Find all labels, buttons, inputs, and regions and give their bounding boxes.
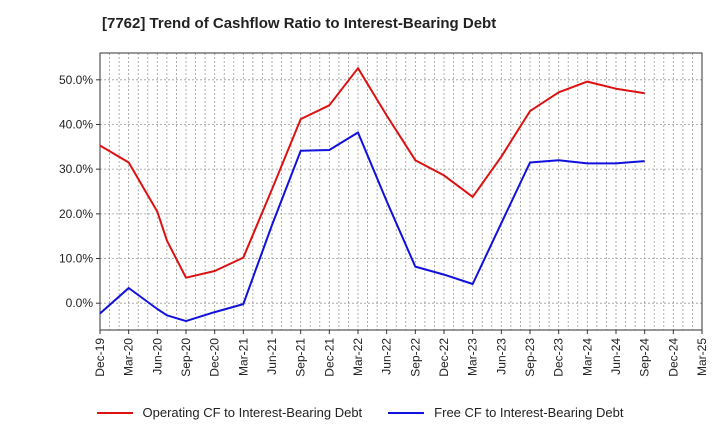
series-layer: [99, 67, 645, 323]
series-line-free-cf: [99, 131, 645, 323]
legend-label-free-cf: Free CF to Interest-Bearing Debt: [434, 405, 624, 420]
x-tick-label: Dec-22: [437, 338, 451, 377]
y-tick-label: 0.0%: [66, 296, 94, 310]
grid-layer: [99, 53, 703, 330]
x-tick-label: Jun-23: [494, 338, 508, 375]
legend-item-free-cf: Free CF to Interest-Bearing Debt: [388, 405, 623, 420]
plot-frame: [99, 52, 703, 331]
x-tick-label: Sep-22: [408, 338, 422, 377]
x-tick-label: Sep-20: [179, 338, 193, 377]
y-tick-label: 10.0%: [59, 252, 93, 266]
x-tick-label: Sep-23: [523, 338, 537, 377]
x-tick-label: Dec-21: [322, 338, 336, 377]
legend-item-operating-cf: Operating CF to Interest-Bearing Debt: [96, 405, 363, 420]
legend-swatch-free-cf: [388, 411, 425, 414]
legend-label-operating-cf: Operating CF to Interest-Bearing Debt: [142, 405, 363, 420]
chart-title: [7762] Trend of Cashflow Ratio to Intere…: [102, 15, 497, 32]
x-tick-label: Sep-21: [294, 338, 308, 377]
y-tick-label: 40.0%: [59, 117, 93, 131]
x-tick-label: Mar-20: [122, 338, 136, 376]
y-tick-label: 20.0%: [59, 207, 93, 221]
x-tick-label: Sep-24: [638, 338, 652, 377]
x-tick-label: Dec-24: [666, 338, 680, 377]
y-tick-label: 50.0%: [59, 73, 93, 87]
x-tick-label: Mar-24: [580, 338, 594, 376]
x-tick-label: Mar-23: [466, 338, 480, 376]
x-tick-label: Jun-21: [265, 338, 279, 375]
x-tick-label: Mar-22: [351, 338, 365, 376]
legend-swatch-operating-cf: [96, 411, 133, 414]
x-tick-label: Dec-23: [552, 338, 566, 377]
x-tick-label: Mar-25: [695, 338, 709, 376]
series-line-operating-cf: [99, 67, 645, 279]
x-tick-label: Dec-20: [208, 338, 222, 377]
x-tick-label: Dec-19: [93, 338, 107, 377]
y-axis: 0.0% 10.0% 20.0% 30.0% 40.0% 50.0%: [59, 73, 100, 310]
x-tick-label: Mar-21: [236, 338, 250, 376]
x-axis: Dec-19 Mar-20 Jun-20 Sep-20 Dec-20 Mar-21 Jun-…: [93, 330, 709, 377]
x-tick-label: Jun-24: [609, 338, 623, 375]
legend: Operating CF to Interest-Bearing Debt Fr…: [0, 405, 720, 420]
x-tick-label: Jun-22: [380, 338, 394, 375]
y-tick-label: 30.0%: [59, 162, 93, 176]
x-tick-label: Jun-20: [150, 338, 164, 375]
